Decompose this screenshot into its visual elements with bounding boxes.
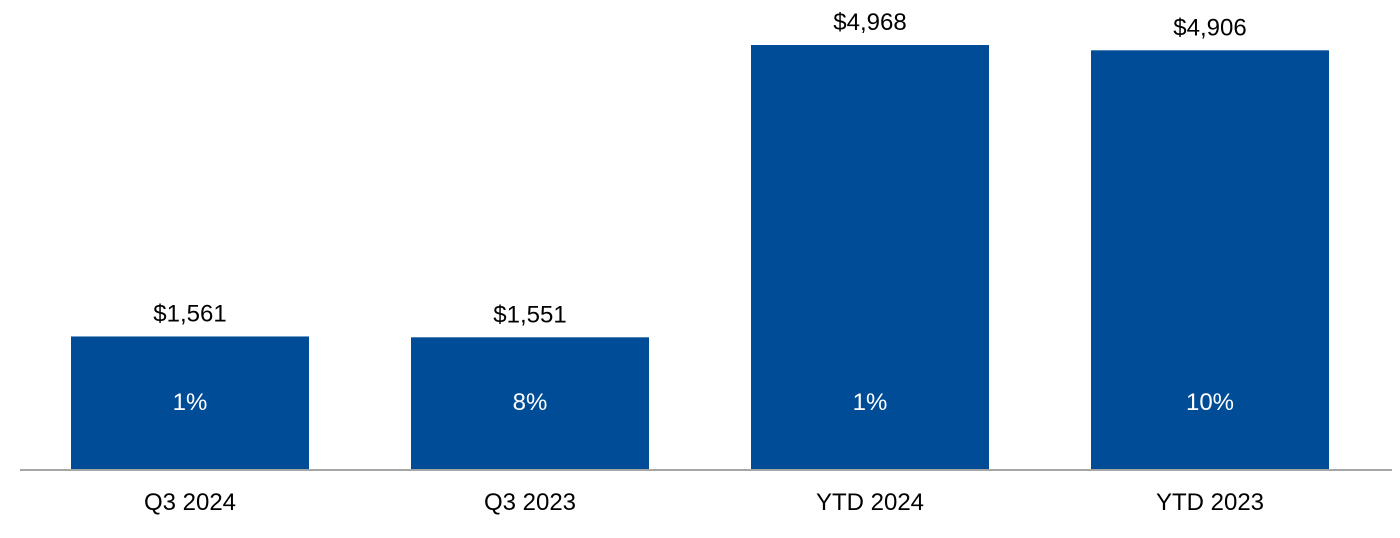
bar-3 (1091, 50, 1329, 470)
bar-0 (71, 336, 309, 470)
bar-2 (751, 45, 989, 470)
bars-group (71, 45, 1329, 470)
growth-label-0: 1% (173, 389, 208, 416)
labels-group: $1,561 1% Q3 2024 $1,551 8% Q3 2023 $4,968 1% YT… (144, 9, 1264, 516)
growth-label-2: 1% (853, 389, 888, 416)
value-label-3: $4,906 (1173, 14, 1246, 41)
category-label-1: Q3 2023 (484, 489, 576, 516)
value-label-1: $1,551 (493, 301, 566, 328)
category-label-3: YTD 2023 (1156, 489, 1264, 516)
category-label-2: YTD 2024 (816, 489, 924, 516)
growth-label-3: 10% (1186, 389, 1234, 416)
growth-label-1: 8% (513, 389, 548, 416)
value-label-2: $4,968 (833, 9, 906, 36)
value-label-0: $1,561 (153, 300, 226, 327)
category-label-0: Q3 2024 (144, 489, 236, 516)
bar-1 (411, 337, 649, 470)
